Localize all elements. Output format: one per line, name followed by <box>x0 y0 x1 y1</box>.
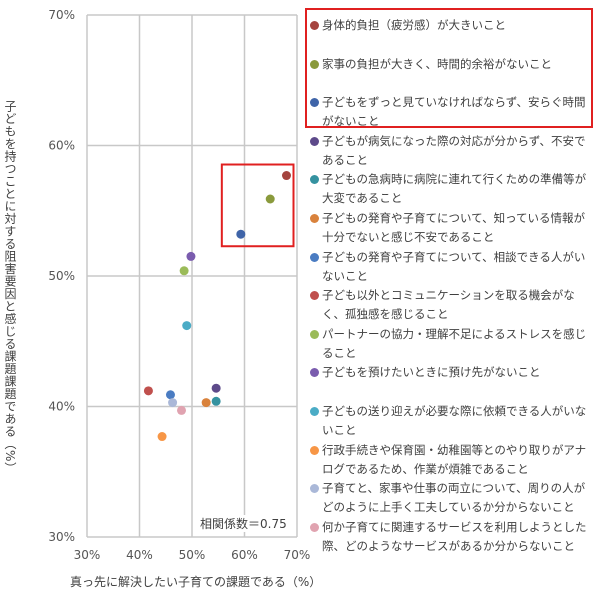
data-point-1 <box>282 171 291 181</box>
legend-marker <box>310 59 319 69</box>
legend-marker <box>310 329 319 339</box>
data-point-11 <box>182 321 192 331</box>
data-point-9 <box>179 266 189 276</box>
legend-label: 子ども以外とコミュニケーションを取る機会がなく、孤独感を感じること <box>322 288 575 322</box>
legend-item: 子どもが病気になった際の対応が分からず、不安であること <box>310 132 592 171</box>
legend-marker <box>310 213 319 223</box>
legend-item: 子どもの発育や子育てについて、相談できる人がいないこと <box>310 248 592 287</box>
x-tick-label: 60% <box>231 548 258 562</box>
data-point-8 <box>143 386 153 396</box>
legend-label: 子どもの急病時に病院に連れて行くための準備等が大変であること <box>322 172 587 206</box>
x-tick-label: 40% <box>126 548 153 562</box>
legend-marker <box>310 21 319 30</box>
legend-marker <box>310 98 319 108</box>
legend-marker <box>310 175 319 185</box>
data-point-7 <box>165 390 175 400</box>
legend-item: 子どもを預けたいときに預け先がないこと <box>310 363 592 402</box>
correlation-annotation: 相関係数＝0.75 <box>200 515 287 532</box>
x-tick-label: 50% <box>179 548 206 562</box>
legend-marker <box>310 136 319 146</box>
legend-marker <box>310 368 319 378</box>
legend-marker <box>310 522 319 532</box>
legend-item: 何か子育てに関連するサービスを利用しようとした際、どのようなサービスがあるか分か… <box>310 518 592 557</box>
legend-label: 子どもの発育や子育てについて、相談できる人がいないこと <box>322 249 586 283</box>
legend-marker <box>310 484 319 494</box>
legend-highlight-box <box>305 8 593 128</box>
y-tick-label: 60% <box>48 139 75 153</box>
data-point-13 <box>168 398 178 408</box>
legend-label: パートナーの協力・理解不足によるストレスを感じること <box>322 326 587 360</box>
legend-label: 身体的負担（疲労感）が大きいこと <box>322 18 506 32</box>
legend-item: 行政手続きや保育園・幼稚園等とのやり取りがアナログであるため、作業が煩雑であるこ… <box>310 441 592 480</box>
plot-highlight-box <box>220 163 295 248</box>
y-tick-label: 50% <box>48 269 75 283</box>
legend-item: 身体的負担（疲労感）が大きいこと <box>310 16 592 55</box>
legend-marker <box>310 445 319 455</box>
legend-marker <box>310 406 319 416</box>
legend-label: 子どもの発育や子育てについて、知っている情報が十分でないと感じ不安であること <box>322 210 586 244</box>
legend: 身体的負担（疲労感）が大きいこと 家事の負担が大きく、時間的余裕がないこと 子どもを… <box>310 16 592 556</box>
legend-item: 子どもをずっと見ていなければならず、安らぐ時間がないこと <box>310 93 592 132</box>
data-point-2 <box>265 194 275 204</box>
legend-item: 子育てと、家事や仕事の両立について、周りの人がどのように上手く工夫しているか分か… <box>310 479 592 518</box>
y-axis-label: 子どもを持つことに対する阻害要因と感じる課題課題である（%） <box>3 100 17 475</box>
data-point-10 <box>186 251 196 261</box>
data-point-5 <box>211 396 221 406</box>
y-tick-label: 40% <box>48 400 75 414</box>
data-point-14 <box>177 405 186 415</box>
legend-label: 家事の負担が大きく、時間的余裕がないこと <box>322 56 552 71</box>
legend-label: 子どもが病気になった際の対応が分からず、不安であること <box>322 133 586 167</box>
y-tick-label: 30% <box>48 530 75 544</box>
data-point-3 <box>236 229 246 239</box>
legend-item: 子どもの急病時に病院に連れて行くための準備等が大変であること <box>310 170 592 209</box>
legend-marker <box>310 291 319 301</box>
data-point-12 <box>157 432 167 442</box>
legend-marker <box>310 252 319 262</box>
legend-label: 子どもを預けたいときに預け先がないこと <box>322 365 541 380</box>
data-point-6 <box>201 398 211 408</box>
legend-item: 子どもの送り迎えが必要な際に依頼できる人がいないこと <box>310 402 592 441</box>
legend-label: 子どもをずっと見ていなければならず、安らぐ時間がないこと <box>322 95 586 129</box>
y-tick-label: 70% <box>48 8 75 22</box>
x-tick-label: 30% <box>74 548 101 562</box>
legend-label: 何か子育てに関連するサービスを利用しようとした際、どのようなサービスがあるか分か… <box>322 519 587 553</box>
legend-label: 子どもの送り迎えが必要な際に依頼できる人がいないこと <box>322 403 587 437</box>
legend-item: 子どもの発育や子育てについて、知っている情報が十分でないと感じ不安であること <box>310 209 592 248</box>
x-tick-label: 70% <box>284 548 311 562</box>
data-point-4 <box>211 383 221 393</box>
x-axis-label: 真っ先に解決したい子育ての課題である（%） <box>70 575 322 589</box>
legend-label: 子育てと、家事や仕事の両立について、周りの人がどのように上手く工夫しているか分か… <box>322 481 586 515</box>
legend-item: パートナーの協力・理解不足によるストレスを感じること <box>310 325 592 364</box>
legend-item: 子ども以外とコミュニケーションを取る機会がなく、孤独感を感じること <box>310 286 592 325</box>
legend-item: 家事の負担が大きく、時間的余裕がないこと <box>310 55 592 94</box>
legend-label: 行政手続きや保育園・幼稚園等とのやり取りがアナログであるため、作業が煩雑であるこ… <box>322 442 587 476</box>
